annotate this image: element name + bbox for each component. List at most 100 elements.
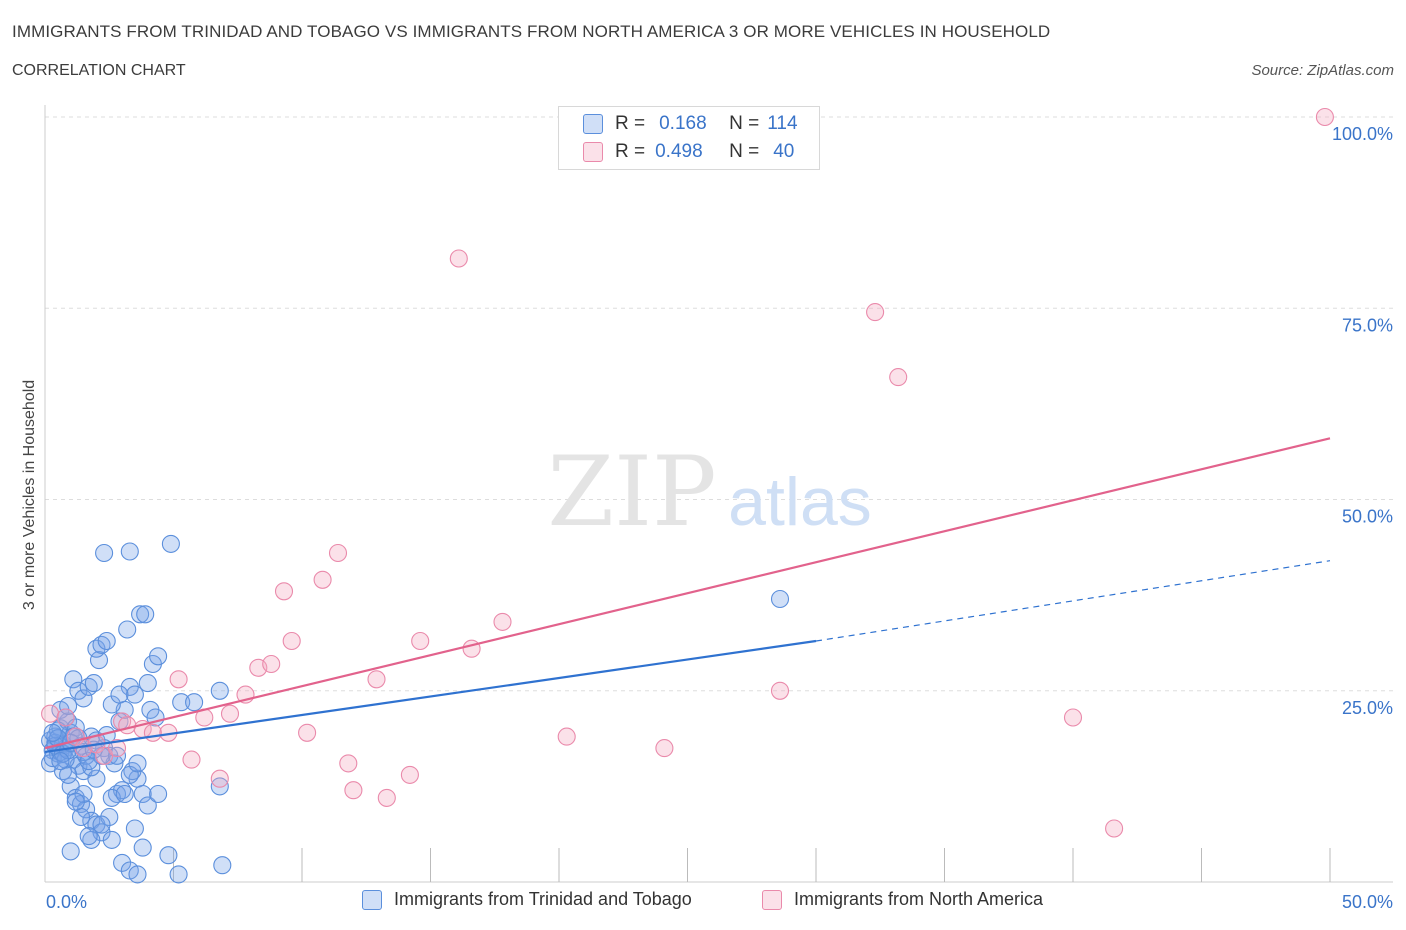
point-north-america — [107, 739, 127, 758]
point-north-america — [1105, 819, 1124, 838]
stats-legend: R = 0.168 N = 114 R = 0.498 N = 40 — [558, 106, 820, 170]
source-label: Source: ZipAtlas.com — [1251, 62, 1394, 79]
y-tick-label: 25.0% — [1342, 698, 1393, 718]
point-north-america — [143, 723, 162, 742]
point-trinidad — [770, 589, 790, 609]
point-north-america — [210, 769, 229, 788]
x-tick-label: 0.0% — [46, 892, 87, 912]
point-north-america — [449, 249, 468, 268]
point-north-america — [400, 765, 419, 784]
point-trinidad — [133, 784, 152, 804]
axis-layer — [44, 105, 1393, 883]
legend-row-trinidad: R = 0.168 N = 114 — [583, 112, 798, 136]
point-trinidad — [113, 853, 132, 872]
point-trinidad — [74, 784, 93, 804]
series-label-north-america: Immigrants from North America — [794, 889, 1044, 909]
point-trinidad — [128, 754, 147, 773]
point-trinidad — [210, 681, 229, 700]
point-trinidad — [133, 838, 152, 857]
point-trinidad — [61, 842, 80, 861]
point-trinidad — [97, 631, 116, 651]
point-trinidad — [59, 696, 78, 716]
tick-labels: 25.0% 50.0% 75.0% 100.0% 0.0% 50.0% — [46, 124, 1393, 912]
watermark-zip: ZIP — [547, 436, 716, 548]
y-tick-label: 100.0% — [1332, 124, 1393, 144]
series-swatch-pink — [762, 889, 782, 910]
legend-row-north-america: R = 0.498 N = 40 — [583, 140, 794, 164]
point-north-america — [328, 543, 348, 563]
point-north-america — [367, 670, 386, 689]
point-trinidad — [136, 605, 155, 624]
point-north-america — [1315, 107, 1334, 127]
point-trinidad — [120, 542, 139, 561]
point-north-america — [344, 781, 363, 800]
point-trinidad — [66, 792, 85, 811]
point-north-america — [339, 754, 358, 773]
trend-layer — [44, 437, 1331, 754]
series-legend-trinidad: Immigrants from Trinidad and Tobago — [362, 889, 692, 910]
y-tick-label: 50.0% — [1342, 507, 1393, 527]
grid-layer — [45, 116, 1393, 692]
legend-r-label: R = — [615, 113, 646, 134]
point-trinidad — [89, 651, 109, 670]
point-north-america — [411, 631, 430, 651]
point-trinidad — [210, 777, 229, 796]
point-trinidad — [79, 827, 98, 846]
chart-title: IMMIGRANTS FROM TRINIDAD AND TOBAGO VS I… — [12, 22, 1051, 41]
point-north-america — [169, 670, 188, 689]
point-north-america — [1063, 708, 1083, 727]
point-trinidad — [149, 784, 168, 804]
legend-swatch-pink — [583, 142, 603, 162]
point-north-america — [262, 654, 281, 674]
point-trinidad — [95, 543, 114, 563]
point-trinidad — [118, 620, 137, 639]
point-trinidad — [213, 856, 232, 875]
point-north-america — [41, 704, 60, 723]
point-trinidad — [149, 647, 168, 666]
point-trinidad — [102, 830, 121, 849]
point-trinidad — [128, 865, 147, 884]
point-trinidad — [59, 765, 78, 784]
point-trinidad — [107, 746, 127, 765]
point-trinidad — [51, 752, 70, 771]
legend-n-label: N = — [729, 113, 760, 134]
point-north-america — [118, 716, 137, 735]
point-trinidad — [102, 695, 121, 714]
trendline-trinidad-extension — [815, 560, 1331, 642]
legend-r-label: R = — [615, 141, 646, 162]
point-north-america — [377, 788, 396, 807]
point-north-america — [866, 303, 885, 322]
point-north-america — [655, 739, 674, 758]
point-trinidad — [115, 784, 134, 804]
trendline-trinidad — [44, 639, 817, 754]
chart-subtitle: CORRELATION CHART — [12, 62, 186, 79]
legend-n-value: 40 — [773, 141, 795, 162]
point-north-america — [56, 708, 75, 727]
point-trinidad — [131, 605, 150, 624]
series-legend: Immigrants from Trinidad and Tobago Immi… — [0, 889, 1406, 915]
point-trinidad — [64, 670, 83, 689]
point-trinidad — [161, 534, 180, 553]
point-trinidad — [138, 796, 157, 815]
legend-r-value: 0.498 — [655, 141, 703, 162]
watermark: ZIP atlas — [547, 436, 871, 548]
legend-n-label: N = — [729, 141, 760, 162]
point-north-america — [220, 704, 240, 723]
point-trinidad — [172, 693, 191, 712]
point-trinidad — [185, 693, 204, 712]
point-north-america — [298, 723, 317, 742]
point-trinidad — [71, 807, 91, 827]
point-trinidad — [43, 723, 62, 742]
point-trinidad — [87, 769, 106, 788]
point-north-america — [313, 570, 332, 589]
point-north-america — [889, 368, 908, 387]
point-trinidad — [138, 674, 157, 693]
point-north-america — [182, 750, 201, 769]
point-north-america — [557, 727, 576, 746]
point-trinidad — [169, 865, 188, 884]
point-trinidad — [125, 685, 144, 704]
point-trinidad — [100, 807, 119, 827]
watermark-atlas: atlas — [728, 464, 872, 540]
series-label-trinidad: Immigrants from Trinidad and Tobago — [394, 889, 692, 909]
